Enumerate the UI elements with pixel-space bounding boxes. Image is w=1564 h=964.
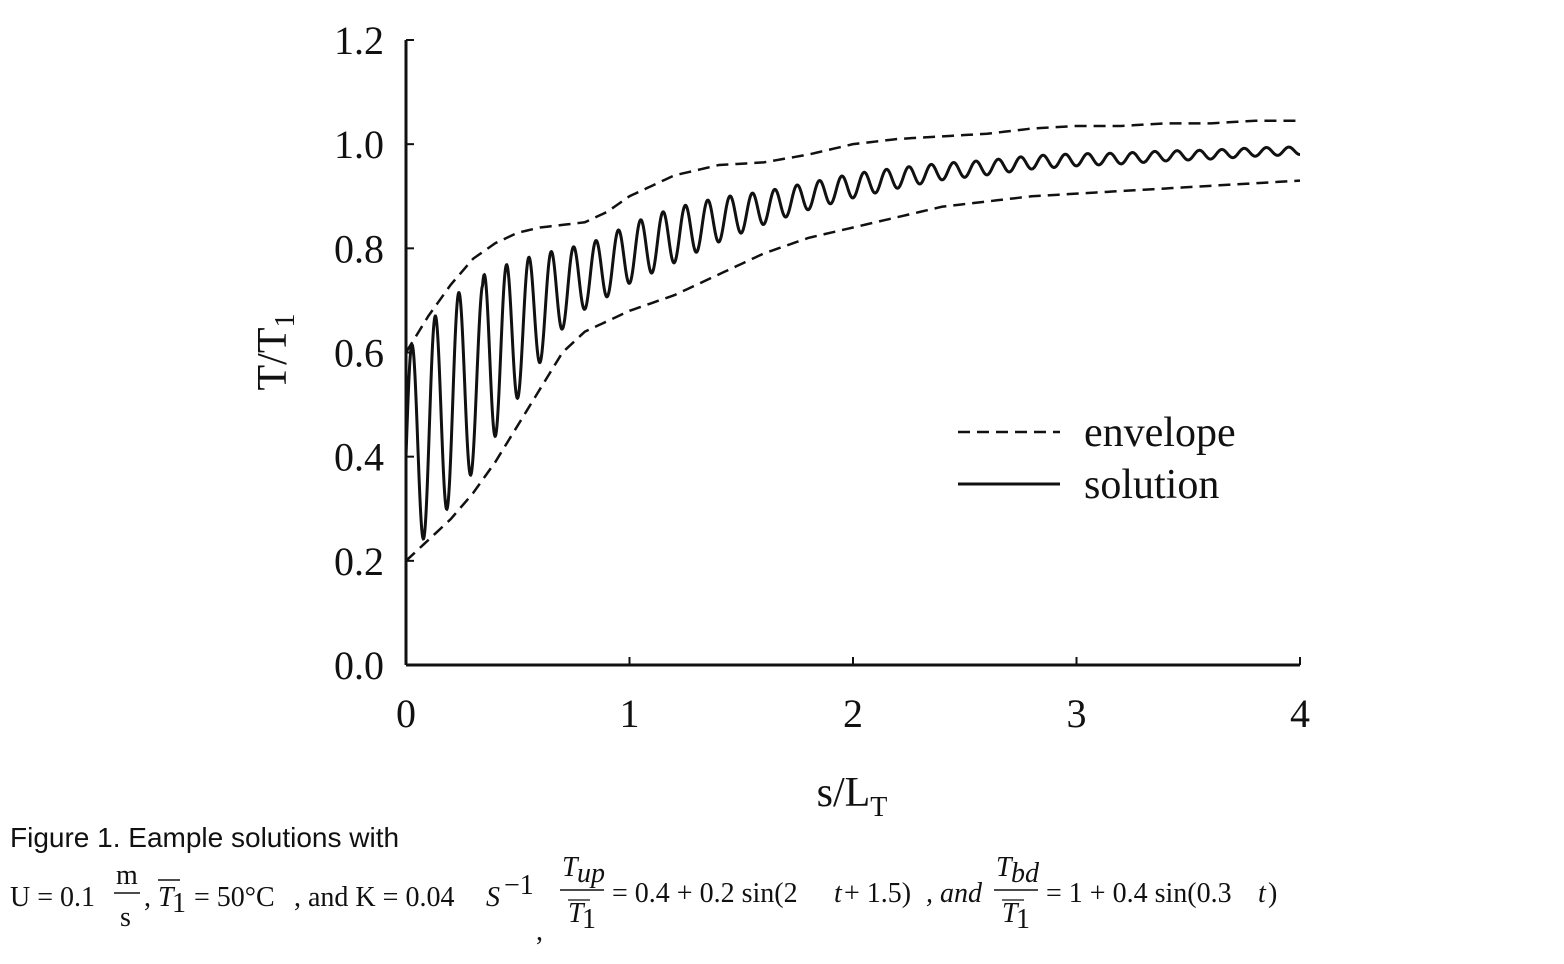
x-tick-label: 2 [843, 691, 863, 736]
eq-50c: = 50°C [194, 882, 275, 913]
eq-tup-den-sub: 1 [582, 904, 596, 935]
eq-tup-den: T [568, 898, 586, 929]
x-tick-label: 0 [396, 691, 416, 736]
x-tick-label: 1 [620, 691, 640, 736]
x-axis-title: s/LT [817, 770, 888, 823]
figure-caption: Figure 1. Eample solutions with [10, 822, 400, 853]
eq-comma-1: , [144, 882, 151, 913]
y-axis-title-subscript: 1 [270, 314, 301, 328]
y-axis-title: T/T1 [250, 314, 301, 391]
legend-envelope-label: envelope [1084, 410, 1236, 456]
eq-s-exp: −1 [504, 870, 534, 901]
legend-solution-label: solution [1084, 462, 1219, 508]
eq-expr2: = 1 + 0.4 sin(0.3 [1046, 878, 1232, 909]
plot-area [404, 119, 1301, 562]
eq-and-k: , and K = 0.04 [294, 882, 454, 913]
envelope-upper-line [404, 119, 1300, 354]
eq-u: U = 0.1 [10, 882, 95, 913]
eq-expr1-end: + 1.5) [844, 878, 911, 909]
legend: envelope solution [958, 410, 1236, 508]
envelope-lower-line [405, 179, 1301, 562]
x-tick-label: 3 [1067, 691, 1087, 736]
solution-line [404, 145, 1301, 541]
eq-tbd-den: T [1002, 898, 1020, 929]
eq-m: m [116, 860, 138, 891]
eq-s-unit: S [486, 882, 500, 913]
y-tick-label: 0.2 [334, 539, 384, 584]
x-axis-title-subscript: T [870, 792, 887, 823]
axes: 0.0 0.2 0.4 0.6 0.8 1.0 1.2 0 1 2 3 4 [334, 18, 1310, 736]
y-tick-label: 0.8 [334, 226, 384, 271]
eq-s: s [120, 902, 131, 933]
eq-expr1: = 0.4 + 0.2 sin(2 [612, 878, 798, 909]
eq-tbd-num: T [996, 852, 1014, 883]
eq-comma-2: , [536, 916, 543, 947]
x-tick-label: 4 [1290, 691, 1310, 736]
eq-and: , and [926, 878, 983, 909]
eq-t1-sub: 1 [172, 888, 186, 919]
eq-tup-num-sub: up [577, 858, 605, 889]
y-tick-label: 0.4 [334, 435, 384, 480]
y-tick-label: 1.0 [334, 122, 384, 167]
eq-tbd-num-sub: bd [1011, 858, 1040, 889]
eq-t1: T [158, 882, 176, 913]
y-tick-label: 0.0 [334, 643, 384, 688]
caption-equation: U = 0.1 m s , T 1 = 50°C , and K = 0.04 … [10, 852, 1277, 947]
eq-t-1: t [834, 878, 843, 909]
eq-expr2-end: ) [1268, 878, 1277, 909]
y-tick-label: 0.6 [334, 331, 384, 376]
eq-tbd-den-sub: 1 [1016, 904, 1030, 935]
eq-tup-num: T [562, 852, 580, 883]
eq-t-2: t [1258, 878, 1267, 909]
y-tick-label: 1.2 [334, 18, 384, 63]
